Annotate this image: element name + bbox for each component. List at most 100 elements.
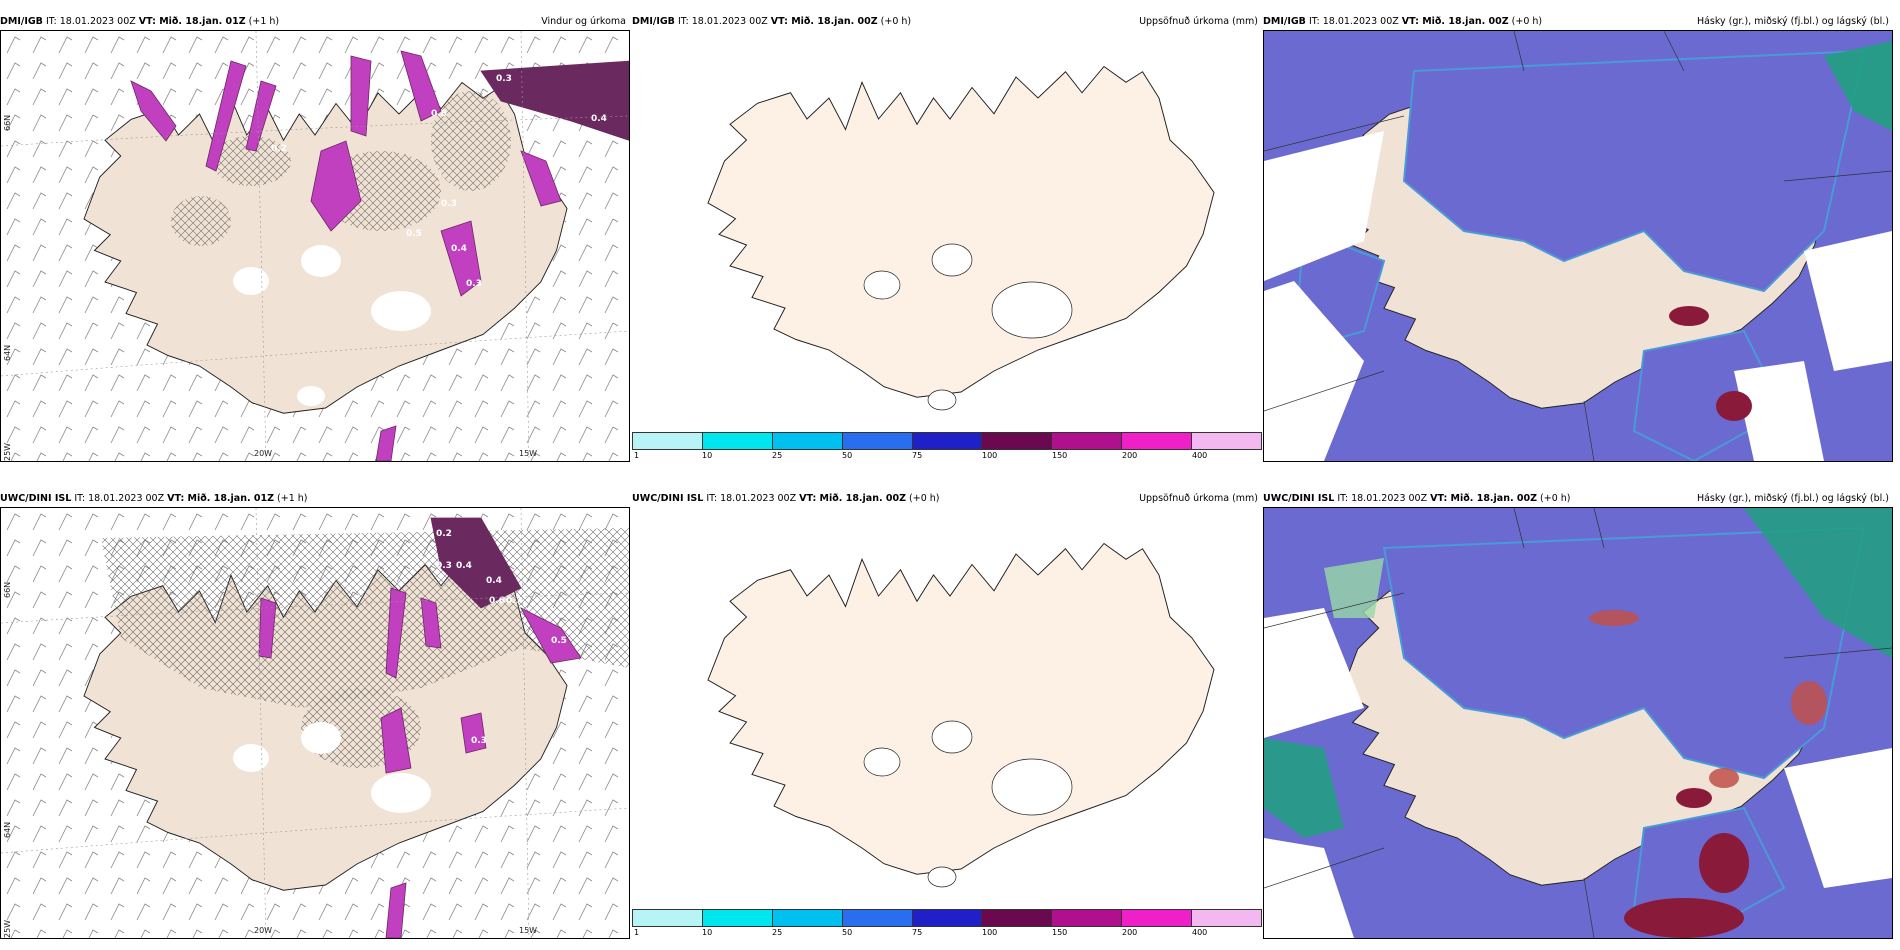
panel-title: Vindur og úrkoma [541, 16, 626, 27]
colorbar-tick: 400 [1192, 928, 1208, 937]
colorbar-tick: 200 [1122, 928, 1138, 937]
model-source: DMI/IGB [632, 16, 675, 27]
precip-label: 0.5 [406, 229, 422, 239]
precip-label: 0.6 [489, 596, 505, 606]
map-panel-dmi-clouds: DMI/IGB IT: 18.01.2023 00Z VT: Mið. 18.j… [1263, 15, 1893, 463]
colorbar-tick: 400 [1192, 451, 1208, 460]
lat-label-64n: 64N [3, 821, 12, 838]
colorbar-segment [1122, 910, 1193, 926]
panel-header: DMI/IGB IT: 18.01.2023 00Z VT: Mið. 18.j… [1263, 15, 1893, 29]
precip-label: 0.2 [271, 144, 287, 154]
lon-label-15w: 15W [519, 449, 538, 458]
colorbar-tick: 25 [772, 451, 783, 460]
panel-header: DMI/IGB IT: 18.01.2023 00Z VT: Mið. 18.j… [632, 15, 1262, 29]
map-frame[interactable] [632, 30, 1260, 430]
valid-time: VT: Mið. 18.jan. 00Z [1430, 493, 1537, 504]
precip-label: 0.3 [441, 199, 457, 209]
colorbar-segment [1192, 433, 1262, 449]
graticule [1, 31, 629, 461]
precip-label: 0.4 [591, 114, 607, 124]
map-panel-uwc-accum-precip: UWC/DINI ISL IT: 18.01.2023 00Z VT: Mið.… [632, 492, 1262, 940]
panel-title: Uppsöfnuð úrkoma (mm) [1139, 16, 1258, 27]
map-panel-uwc-wind-precip: UWC/DINI ISL IT: 18.01.2023 00Z VT: Mið.… [0, 492, 630, 940]
colorbar-tick: 1 [634, 451, 640, 460]
colorbar-tick: 100 [982, 451, 998, 460]
valid-time: VT: Mið. 18.jan. 01Z [138, 16, 246, 27]
map-panel-uwc-clouds: UWC/DINI ISL IT: 18.01.2023 00Z VT: Mið.… [1263, 492, 1893, 940]
colorbar-segment [982, 910, 1053, 926]
colorbar-segment [842, 433, 913, 449]
map-frame[interactable]: 0.3 0.4 0.2 0.8 0.5 0.3 0.4 0.3 20W 15W … [0, 30, 630, 462]
precip-bands [130, 50, 629, 461]
lead-time: (+0 h) [909, 493, 940, 504]
lead-time: (+0 h) [880, 16, 912, 27]
panel-header: UWC/DINI ISL IT: 18.01.2023 00Z VT: Mið.… [1263, 492, 1893, 506]
colorbar-segment [772, 433, 843, 449]
valid-time: VT: Mið. 18.jan. 00Z [799, 493, 906, 504]
lead-time: (+1 h) [248, 16, 280, 27]
init-time: IT: 18.01.2023 00Z [677, 16, 768, 27]
precip-label: 0.5 [551, 636, 567, 646]
map-frame[interactable] [1263, 507, 1893, 939]
map-frame[interactable]: 0.2 0.3 0.4 0.4 0.6 0.7 0.5 0.3 20W 15W … [0, 507, 630, 939]
model-source: UWC/DINI ISL [632, 493, 704, 504]
colorbar-segment [1052, 910, 1123, 926]
precip-label: 0.3 [436, 561, 452, 571]
colorbar-segment [1192, 910, 1262, 926]
panel-title: Hásky (gr.), miðský (fj.bl.) og lágský (… [1696, 493, 1889, 504]
map-canvas [1264, 31, 1892, 461]
cloud-red-cells [1589, 610, 1827, 788]
colorbar-tick: 200 [1122, 451, 1138, 460]
colorbar-tick: 100 [982, 928, 998, 937]
precip-label: 0.3 [496, 74, 512, 84]
map-canvas [1264, 508, 1892, 938]
map-canvas [707, 542, 1215, 888]
precip-colorbar [632, 432, 1262, 450]
init-time: IT: 18.01.2023 00Z [1337, 493, 1428, 504]
lead-time: (+0 h) [1511, 16, 1543, 27]
lon-label-20w: 20W [254, 926, 273, 935]
panel-header: UWC/DINI ISL IT: 18.01.2023 00Z VT: Mið.… [0, 492, 630, 506]
colorbar-segment [842, 910, 913, 926]
colorbar-tick: 75 [912, 928, 923, 937]
precip-label: 0.8 [431, 109, 447, 119]
lon-label-15w: 15W [519, 926, 538, 935]
iceland-landmass [707, 65, 1215, 398]
colorbar-segment [1052, 433, 1123, 449]
colorbar-segment [633, 433, 703, 449]
lat-label-66n: 66N [3, 114, 12, 131]
colorbar-segment [912, 910, 983, 926]
colorbar-segment [1122, 433, 1193, 449]
lead-time: (+1 h) [277, 493, 308, 504]
colorbar-tick: 150 [1052, 451, 1068, 460]
valid-time: VT: Mið. 18.jan. 00Z [770, 16, 878, 27]
precip-label: 0.4 [451, 244, 467, 254]
precip-label: 0.7 [506, 596, 522, 606]
model-source: UWC/DINI ISL [0, 493, 72, 504]
colorbar-labels: 1 10 25 50 75 100 150 200 400 [632, 928, 1262, 940]
panel-title: Hásky (gr.), miðský (fj.bl.) og lágský (… [1696, 16, 1889, 27]
lon-label-25w: 25W [3, 442, 12, 461]
panel-header: UWC/DINI ISL IT: 18.01.2023 00Z VT: Mið.… [632, 492, 1262, 506]
cloud-cover [1292, 49, 1866, 461]
colorbar-labels: 1 10 25 50 75 100 150 200 400 [632, 451, 1262, 463]
precip-label: 0.4 [486, 576, 502, 586]
colorbar-tick: 1 [634, 928, 640, 937]
map-canvas: 0.3 0.4 0.2 0.8 0.5 0.3 0.4 0.3 [1, 31, 629, 461]
precip-label: 0.3 [471, 736, 487, 746]
map-frame[interactable] [632, 507, 1260, 907]
map-frame[interactable] [1263, 30, 1893, 462]
panel-header: DMI/IGB IT: 18.01.2023 00Z VT: Mið. 18.j… [0, 15, 630, 29]
colorbar-tick: 10 [702, 928, 713, 937]
init-time: IT: 18.01.2023 00Z [45, 16, 136, 27]
colorbar-tick: 10 [702, 451, 713, 460]
init-time: IT: 18.01.2023 00Z [74, 493, 165, 504]
model-source: DMI/IGB [1263, 16, 1306, 27]
lead-time: (+0 h) [1540, 493, 1571, 504]
map-panel-dmi-wind-precip: DMI/IGB IT: 18.01.2023 00Z VT: Mið. 18.j… [0, 15, 630, 463]
init-time: IT: 18.01.2023 00Z [1308, 16, 1399, 27]
model-source: DMI/IGB [0, 16, 43, 27]
colorbar-segment [633, 910, 703, 926]
iceland-landmass [707, 542, 1215, 875]
init-time: IT: 18.01.2023 00Z [706, 493, 797, 504]
